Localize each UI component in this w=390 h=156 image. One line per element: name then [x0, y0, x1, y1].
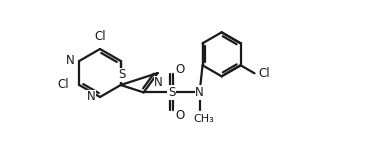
Text: N: N: [154, 76, 163, 90]
Text: N: N: [87, 90, 96, 103]
Text: Cl: Cl: [259, 67, 270, 80]
Text: O: O: [175, 63, 184, 76]
Text: Cl: Cl: [57, 78, 69, 92]
Text: N: N: [66, 54, 74, 68]
Text: CH₃: CH₃: [193, 114, 214, 124]
Text: Cl: Cl: [94, 29, 106, 42]
Text: O: O: [175, 109, 184, 122]
Text: S: S: [168, 86, 175, 99]
Text: N: N: [195, 86, 204, 99]
Text: S: S: [118, 68, 126, 81]
